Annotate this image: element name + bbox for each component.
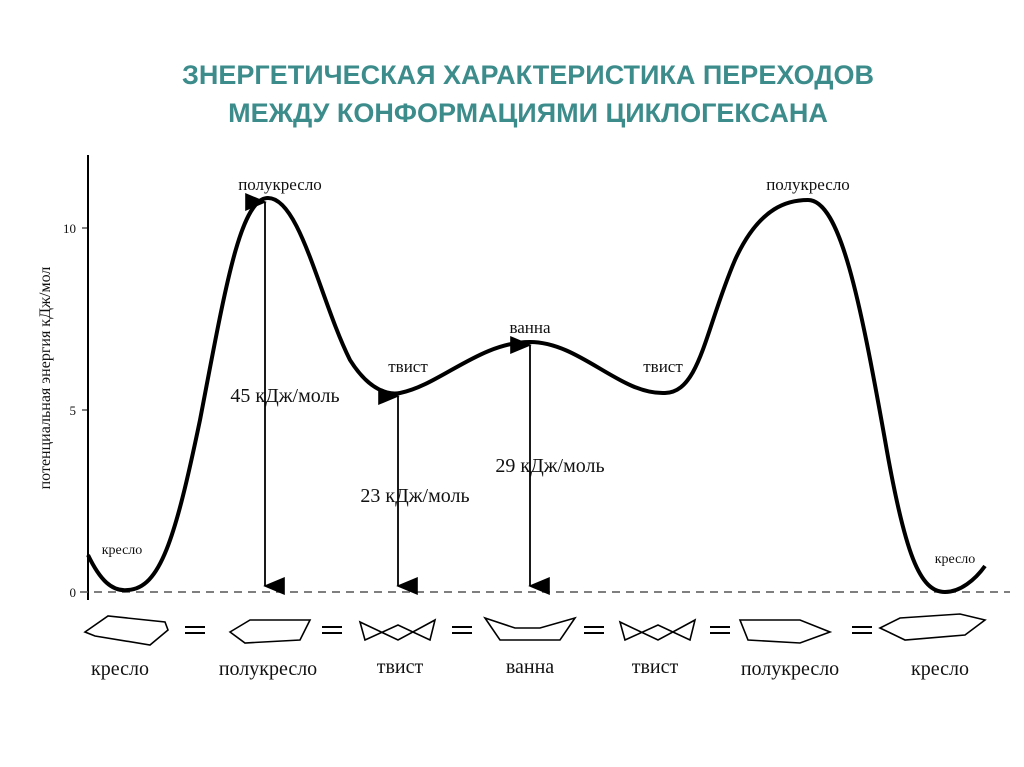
title-line: ЗНЕРГЕТИЧЕСКАЯ ХАРАКТЕРИСТИКА ПЕРЕХОДОВ bbox=[182, 60, 874, 90]
point-label: полукресло bbox=[238, 175, 322, 194]
conformation-label: полукресло bbox=[741, 658, 839, 680]
y-axis-label: потенциальная энергия кДж/мол bbox=[37, 267, 54, 490]
energy-label: 29 кДж/моль bbox=[495, 455, 604, 477]
point-label: полукресло bbox=[766, 175, 850, 194]
y-tick-label: 5 bbox=[70, 403, 77, 418]
y-tick-label: 10 bbox=[63, 221, 76, 236]
point-label: твист bbox=[643, 357, 683, 376]
energy-curve bbox=[86, 195, 987, 595]
conformation-label: кресло bbox=[91, 658, 149, 680]
point-label: кресло bbox=[102, 543, 143, 558]
point-label: кресло bbox=[935, 552, 976, 567]
conformation-label: ванна bbox=[506, 656, 554, 678]
energy-label: 45 кДж/моль bbox=[230, 385, 339, 407]
energy-label: 23 кДж/моль bbox=[360, 485, 469, 507]
conformation-label: твист bbox=[377, 656, 424, 678]
title-line: МЕЖДУ КОНФОРМАЦИЯМИ ЦИКЛОГЕКСАНА bbox=[228, 98, 828, 128]
y-tick-label: 0 bbox=[70, 585, 77, 600]
point-label: твист bbox=[388, 357, 428, 376]
conformation-label: кресло bbox=[911, 658, 969, 680]
conformation-shapes bbox=[83, 613, 987, 646]
conformation-label: полукресло bbox=[219, 658, 317, 680]
conformation-label: твист bbox=[632, 656, 679, 678]
point-label: ванна bbox=[509, 318, 551, 337]
